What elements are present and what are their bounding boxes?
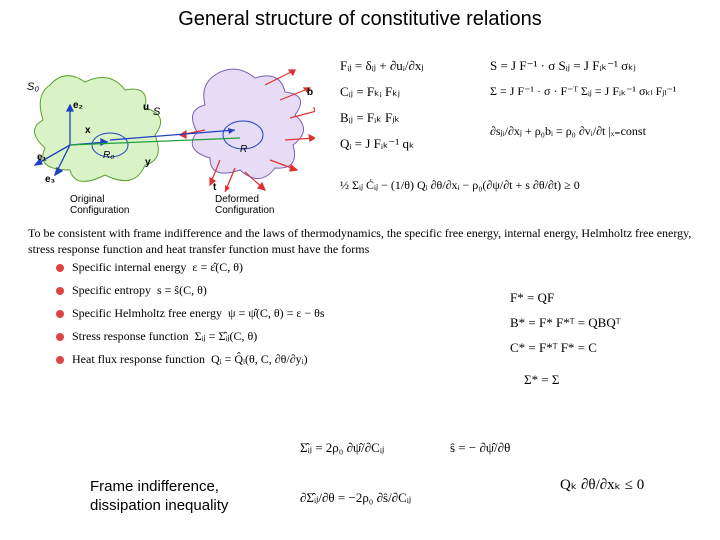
- eq-Sigma: Σ = J F⁻¹ · σ · F⁻ᵀ Σᵢⱼ = J Fᵢₖ⁻¹ σₖₗ Fⱼ…: [490, 84, 676, 99]
- eq-B: Bᵢⱼ = Fᵢₖ Fⱼₖ: [340, 110, 400, 126]
- bullet-icon: [56, 310, 64, 318]
- svg-text:R₀: R₀: [103, 150, 114, 161]
- bullet-label: Specific entropy: [72, 283, 151, 298]
- bullet-eq: s = ŝ(C, θ): [157, 283, 207, 298]
- eq-Sigstar: Σ* = Σ: [524, 372, 559, 388]
- svg-text:Original: Original: [70, 194, 104, 205]
- svg-text:t: t: [213, 182, 217, 193]
- eq-heat-ineq: Qₖ ∂θ/∂xₖ ≤ 0: [560, 475, 644, 494]
- list-item: Stress response function Σᵢⱼ = Σ̂ᵢⱼ(C, θ…: [56, 329, 325, 344]
- svg-text:Configuration: Configuration: [215, 205, 274, 216]
- svg-text:Deformed: Deformed: [215, 194, 259, 205]
- eq-Fstar: F* = QF: [510, 290, 554, 306]
- intro-paragraph: To be consistent with frame indifference…: [28, 226, 700, 257]
- frame-label-line2: dissipation inequality: [90, 497, 228, 516]
- svg-text:x: x: [85, 125, 91, 136]
- svg-text:Configuration: Configuration: [70, 205, 129, 216]
- bullet-list: Specific internal energy ε = ε̂(C, θ) Sp…: [56, 260, 325, 375]
- bullet-label: Heat flux response function: [72, 352, 205, 367]
- eq-Q: Qᵢ = J Fᵢₖ⁻¹ qₖ: [340, 136, 415, 152]
- svg-text:S₀: S₀: [27, 81, 39, 93]
- eq-Cstar: C* = F*ᵀ F* = C: [510, 340, 597, 356]
- eq-dSig: ∂Σ̂ᵢⱼ/∂θ = −2ρ₀ ∂ŝ/∂Cᵢⱼ: [300, 490, 411, 506]
- eq-F: Fᵢⱼ = δᵢⱼ + ∂uᵢ/∂xⱼ: [340, 58, 424, 74]
- bullet-eq: Qᵢ = Q̂ᵢ(θ, C, ∂θ/∂yᵢ): [211, 352, 308, 367]
- eq-C: Cᵢⱼ = Fₖᵢ Fₖⱼ: [340, 84, 400, 100]
- bullet-icon: [56, 287, 64, 295]
- bullet-eq: ε = ε̂(C, θ): [192, 260, 243, 275]
- list-item: Specific entropy s = ŝ(C, θ): [56, 283, 325, 298]
- page-title: General structure of constitutive relati…: [0, 8, 720, 31]
- eq-Bstar: B* = F* F*ᵀ = QBQᵀ: [510, 315, 620, 331]
- svg-text:y: y: [145, 157, 151, 168]
- eq-momentum: ∂sⱼᵢ/∂xⱼ + ρ₀bᵢ = ρ₀ ∂vᵢ/∂t |ₓ₌const: [490, 124, 646, 139]
- bullet-label: Stress response function: [72, 329, 189, 344]
- svg-text:e₃: e₃: [45, 174, 56, 185]
- bullet-eq: ψ = ψ̂(C, θ) = ε − θs: [228, 306, 325, 321]
- svg-text:R: R: [240, 144, 247, 155]
- deformation-diagram: S S₀ e₂ e₁ e₃ x u y R₀ R b t Original Co…: [15, 60, 315, 220]
- bullet-eq: Σᵢⱼ = Σ̂ᵢⱼ(C, θ): [195, 329, 258, 344]
- bullet-icon: [56, 333, 64, 341]
- eq-Sighat: Σ̂ᵢⱼ = 2ρ₀ ∂ψ̂/∂Cᵢⱼ: [300, 440, 384, 456]
- bullet-label: Specific Helmholtz free energy: [72, 306, 222, 321]
- list-item: Heat flux response function Qᵢ = Q̂ᵢ(θ, …: [56, 352, 325, 367]
- frame-indifference-label: Frame indifference, dissipation inequali…: [90, 478, 228, 516]
- eq-shat: ŝ = − ∂ψ̂/∂θ: [450, 440, 510, 456]
- bullet-label: Specific internal energy: [72, 260, 186, 275]
- list-item: Specific internal energy ε = ε̂(C, θ): [56, 260, 325, 275]
- svg-text:S: S: [153, 106, 161, 118]
- svg-text:b: b: [307, 87, 313, 98]
- eq-dissipation: ½ Σᵢⱼ Ċᵢⱼ − (1/θ) Qᵢ ∂θ/∂xᵢ − ρ₀(∂ψ/∂t +…: [340, 178, 710, 193]
- svg-text:e₂: e₂: [73, 100, 83, 111]
- frame-label-line1: Frame indifference,: [90, 478, 228, 497]
- bullet-icon: [56, 264, 64, 272]
- bullet-icon: [56, 356, 64, 364]
- svg-text:u: u: [143, 102, 149, 113]
- svg-text:e₁: e₁: [37, 152, 47, 163]
- eq-S: S = J F⁻¹ · σ Sᵢⱼ = J Fᵢₖ⁻¹ σₖⱼ: [490, 58, 636, 74]
- list-item: Specific Helmholtz free energy ψ = ψ̂(C,…: [56, 306, 325, 321]
